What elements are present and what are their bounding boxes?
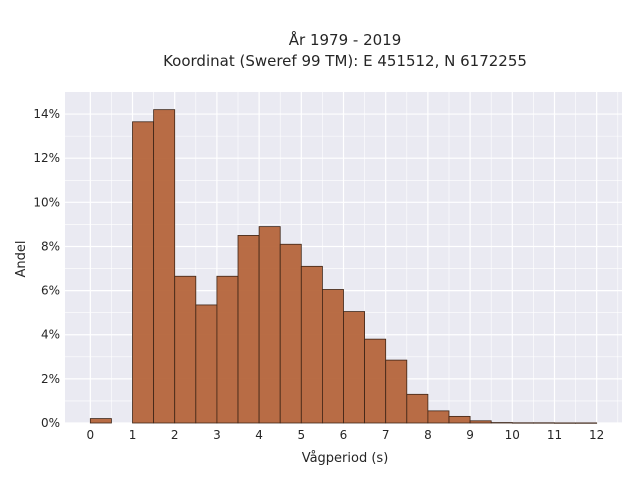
histogram-bar	[469, 420, 492, 424]
x-tick-label: 7	[382, 428, 390, 442]
histogram-bar	[427, 410, 450, 424]
y-tick-label: 14%	[33, 107, 60, 121]
x-tick-label: 8	[424, 428, 432, 442]
x-tick-label: 9	[466, 428, 474, 442]
y-tick-labels: 0% 2% 4% 6% 8% 10% 12% 14%	[33, 107, 60, 430]
y-tick-label: 6%	[41, 284, 60, 298]
x-tick-label: 12	[589, 428, 604, 442]
histogram-bar	[279, 243, 302, 424]
histogram-bar	[216, 275, 239, 424]
x-tick-label: 4	[255, 428, 263, 442]
histogram-bar	[195, 304, 218, 424]
chart-title: År 1979 - 2019	[289, 30, 402, 49]
x-axis-label: Vågperiod (s)	[302, 451, 389, 466]
histogram-bar	[448, 415, 471, 424]
y-tick-label: 10%	[33, 195, 60, 209]
y-tick-label: 0%	[41, 416, 60, 430]
y-tick-label: 12%	[33, 151, 60, 165]
x-tick-label: 1	[129, 428, 137, 442]
x-tick-label: 0	[86, 428, 94, 442]
histogram-bar	[153, 109, 176, 424]
histogram-bar	[89, 418, 112, 424]
x-tick-label: 2	[171, 428, 179, 442]
y-axis-label: Andel	[14, 241, 29, 278]
bars	[89, 109, 598, 424]
histogram-bar	[132, 121, 155, 424]
x-tick-label: 5	[297, 428, 305, 442]
y-tick-label: 8%	[41, 239, 60, 253]
histogram-bar	[174, 275, 197, 424]
histogram-bar	[364, 338, 387, 424]
y-tick-label: 2%	[41, 372, 60, 386]
y-tick-label: 4%	[41, 328, 60, 342]
x-tick-label: 6	[340, 428, 348, 442]
histogram-bar	[406, 393, 429, 424]
x-tick-label: 10	[505, 428, 520, 442]
histogram-bar	[300, 265, 323, 424]
histogram-bar	[322, 289, 344, 424]
x-tick-label: 11	[547, 428, 562, 442]
chart-subtitle: Koordinat (Sweref 99 TM): E 451512, N 61…	[163, 52, 527, 70]
histogram-bar	[385, 359, 408, 424]
x-tick-label: 3	[213, 428, 221, 442]
x-tick-labels: 0 1 2 3 4 5 6 7 8 9 10 11 12	[86, 428, 604, 442]
histogram-bar	[237, 235, 260, 424]
histogram-bar	[258, 226, 281, 424]
histogram-bar	[343, 311, 365, 424]
